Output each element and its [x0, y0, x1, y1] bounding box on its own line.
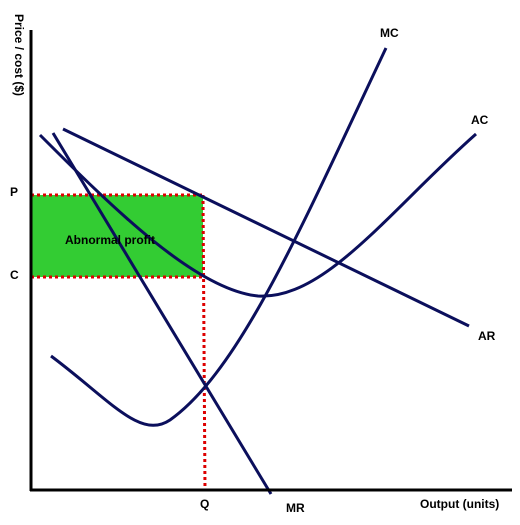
mc-curve [50, 47, 388, 427]
y-axis-label: Price / cost ($) [12, 14, 26, 96]
mc-label: MC [380, 26, 399, 40]
quantity-dotted-line [201, 194, 207, 492]
ar-curve [62, 127, 470, 328]
price-label: P [10, 185, 18, 199]
quantity-label: Q [200, 497, 209, 511]
x-axis-label: Output (units) [420, 497, 499, 511]
abnormal-profit-label: Abnormal profit [65, 233, 155, 247]
ar-label: AR [478, 329, 496, 343]
mr-curve [51, 132, 273, 495]
cost-label: C [10, 268, 19, 282]
ac-label: AC [471, 113, 489, 127]
mr-label: MR [286, 501, 305, 515]
ac-curve [38, 132, 477, 298]
